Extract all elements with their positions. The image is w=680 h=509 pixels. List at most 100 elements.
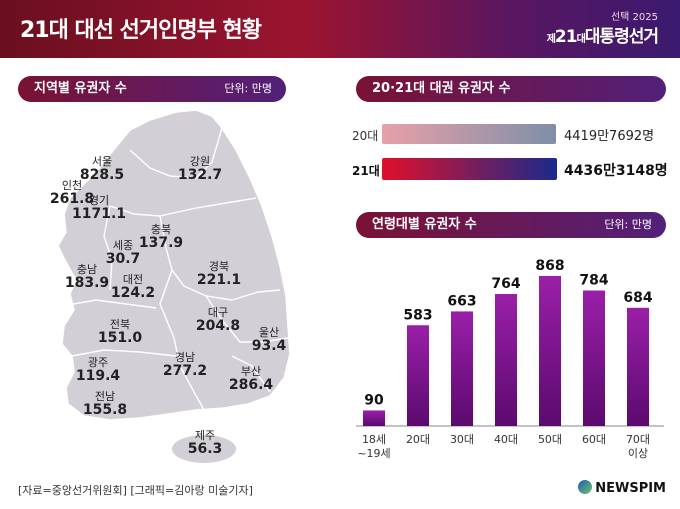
age-category-label: 20대 xyxy=(406,433,430,446)
brand-prefix: 제 xyxy=(546,34,556,45)
region-name: 강원 xyxy=(189,155,211,168)
regional-title: 지역별 유권자 수 xyxy=(34,81,127,96)
region-value: 119.4 xyxy=(75,367,121,384)
age-bar xyxy=(583,290,605,426)
region-value: 124.2 xyxy=(110,284,156,301)
region-jeonnam: 전남 155.8 xyxy=(70,391,140,417)
region-name: 경북 xyxy=(208,260,230,273)
age-bar-value-label: 684 xyxy=(623,290,652,306)
region-chungbuk: 충북 137.9 xyxy=(126,224,196,250)
region-name: 충남 xyxy=(76,263,98,276)
region-jeju: 제주 56.3 xyxy=(170,430,240,456)
age-bar xyxy=(539,276,561,426)
region-value: 30.7 xyxy=(105,250,141,267)
region-value: 151.0 xyxy=(97,329,143,346)
region-gangwon: 강원 132.7 xyxy=(165,156,235,182)
region-chungnam: 충남 183.9 xyxy=(52,264,122,290)
age-bar-value-label: 583 xyxy=(403,307,432,323)
age-bar-value-label: 764 xyxy=(491,276,520,292)
region-value: 261.8 xyxy=(49,190,95,207)
region-value: 286.4 xyxy=(228,376,274,393)
age-bar xyxy=(407,325,429,426)
age-bar xyxy=(451,311,473,426)
region-name: 전북 xyxy=(109,318,131,331)
brand-subtitle: 선택 2025 xyxy=(610,12,658,23)
age-category-label: 50대 xyxy=(538,433,562,446)
regional-unit: 단위: 만명 xyxy=(224,82,272,95)
region-gyeongnam: 경남 277.2 xyxy=(150,352,220,378)
region-busan: 부산 286.4 xyxy=(216,366,286,392)
age-bar-value-label: 663 xyxy=(447,293,476,309)
region-value: 277.2 xyxy=(162,362,208,379)
age-category-label: 40대 xyxy=(494,433,518,446)
comparison-title-pill: 20·21대 대권 유권자 수 xyxy=(356,76,666,102)
brand-unit: 대 xyxy=(576,34,586,45)
korea-mainland-shape xyxy=(57,109,291,421)
region-value: 155.8 xyxy=(82,401,128,418)
age-bar-value-label: 868 xyxy=(535,258,564,274)
header-banner: 21대 대선 선거인명부 현황 선택 2025 제21대대통령선거 xyxy=(0,0,680,58)
age-bar xyxy=(495,293,517,426)
region-value: 137.9 xyxy=(138,234,184,251)
comparison-label-20: 20대 xyxy=(352,129,379,143)
comparison-bar-20 xyxy=(382,124,556,144)
region-name: 인천 xyxy=(61,179,83,192)
region-name: 경기 xyxy=(88,194,110,207)
region-value: 56.3 xyxy=(187,440,223,457)
province-borders xyxy=(61,127,289,411)
region-name: 세종 xyxy=(112,239,134,252)
region-incheon: 인천 261.8 xyxy=(37,180,107,206)
region-name: 광주 xyxy=(87,356,109,369)
age-title-pill: 연령대별 유권자 수 단위: 만명 xyxy=(356,212,666,238)
region-name: 경남 xyxy=(174,351,196,364)
region-gyeonggi: 경기 1171.1 xyxy=(64,195,134,221)
source-note: [자료=중앙선거위원회] [그래픽=김아랑 미술기자] xyxy=(18,484,253,497)
region-name: 울산 xyxy=(258,326,280,339)
age-category-label: 70대 xyxy=(626,433,650,446)
region-gwangju: 광주 119.4 xyxy=(63,357,133,383)
newspim-logo-text: NEWSPIM xyxy=(595,481,666,496)
newspim-logo-icon xyxy=(578,480,593,494)
region-name: 충북 xyxy=(150,223,172,236)
region-daegu: 대구 204.8 xyxy=(183,307,253,333)
comparison-value-21: 4436만3148명 xyxy=(564,163,668,179)
jeju-shape xyxy=(172,435,236,463)
regional-title-pill: 지역별 유권자 수 단위: 만명 xyxy=(18,76,286,102)
region-value: 1171.1 xyxy=(71,205,127,222)
region-value: 204.8 xyxy=(195,317,241,334)
age-category-label: 30대 xyxy=(450,433,474,446)
region-value: 132.7 xyxy=(177,166,223,183)
page-title: 21대 대선 선거인명부 현황 xyxy=(20,18,262,43)
comparison-value-20: 4419만7692명 xyxy=(564,129,655,144)
region-name: 대전 xyxy=(122,273,144,286)
region-value: 183.9 xyxy=(64,274,110,291)
region-sejong: 세종 30.7 xyxy=(88,240,158,266)
comparison-label-21: 21대 xyxy=(352,164,380,178)
region-value: 93.4 xyxy=(251,337,287,354)
region-jeonbuk: 전북 151.0 xyxy=(85,319,155,345)
comparison-bar-21 xyxy=(382,158,557,180)
region-value: 221.1 xyxy=(196,271,242,288)
age-bar-value-label: 784 xyxy=(579,273,608,289)
region-value: 828.5 xyxy=(79,166,125,183)
age-title: 연령대별 유권자 수 xyxy=(372,217,477,232)
brand-number: 21 xyxy=(554,27,578,47)
age-category-label: 18세 xyxy=(362,433,386,446)
region-daejeon: 대전 124.2 xyxy=(98,274,168,300)
brand-name: 대통령선거 xyxy=(584,27,659,47)
age-category-label: ~19세 xyxy=(357,447,390,460)
region-name: 대구 xyxy=(207,306,229,319)
region-name: 제주 xyxy=(194,429,216,442)
age-bar-value-label: 90 xyxy=(364,392,384,408)
age-unit: 단위: 만명 xyxy=(604,218,652,231)
region-ulsan: 울산 93.4 xyxy=(234,327,304,353)
newspim-logo: NEWSPIM xyxy=(578,480,666,496)
age-bar xyxy=(363,410,385,426)
age-bar-chart: 90 18세~19세 583 20대 663 30대 764 40대 868 50대 784 60대 6… xyxy=(356,258,664,460)
age-bar xyxy=(627,307,649,426)
region-gyeongbuk: 경북 221.1 xyxy=(184,261,254,287)
age-category-label: 이상 xyxy=(628,447,648,460)
region-seoul: 서울 828.5 xyxy=(67,156,137,182)
region-name: 부산 xyxy=(240,365,262,378)
